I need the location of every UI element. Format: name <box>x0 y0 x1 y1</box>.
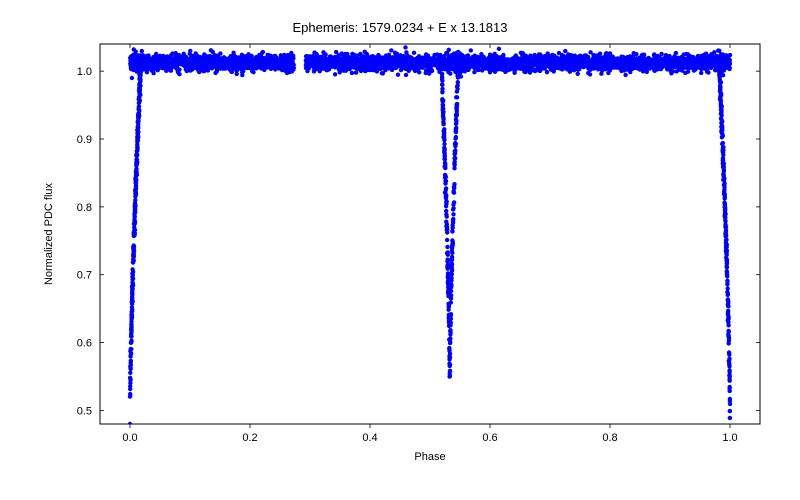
plot-area-border <box>100 44 760 424</box>
y-tick-label: 0.6 <box>77 338 92 350</box>
y-tick-label: 0.8 <box>77 202 92 214</box>
light-curve-chart: Ephemeris: 1579.0234 + E x 13.1813 0.00.… <box>0 0 800 500</box>
data-series <box>130 47 730 424</box>
scatter-markers <box>130 47 730 424</box>
x-axis-label: Phase <box>414 451 445 463</box>
x-tick-label: 0.6 <box>482 432 497 444</box>
y-ticks: 0.5 0.6 0.7 0.8 0.9 1.0 <box>77 66 760 417</box>
x-tick-label: 0.8 <box>602 432 617 444</box>
y-tick-label: 0.5 <box>77 405 92 417</box>
x-ticks: 0.0 0.2 0.4 0.6 0.8 1.0 <box>122 44 737 444</box>
y-tick-label: 1.0 <box>77 66 92 78</box>
y-tick-label: 0.9 <box>77 134 92 146</box>
x-tick-label: 1.0 <box>722 432 737 444</box>
y-tick-label: 0.7 <box>77 270 92 282</box>
x-tick-label: 0.0 <box>122 432 137 444</box>
plot-svg: 0.0 0.2 0.4 0.6 0.8 1.0 0.5 0.6 0.7 0.8 0.9 1.0 Phas… <box>0 0 800 500</box>
x-tick-label: 0.2 <box>242 432 257 444</box>
x-tick-label: 0.4 <box>362 432 377 444</box>
y-axis-label: Normalized PDC flux <box>43 182 55 285</box>
